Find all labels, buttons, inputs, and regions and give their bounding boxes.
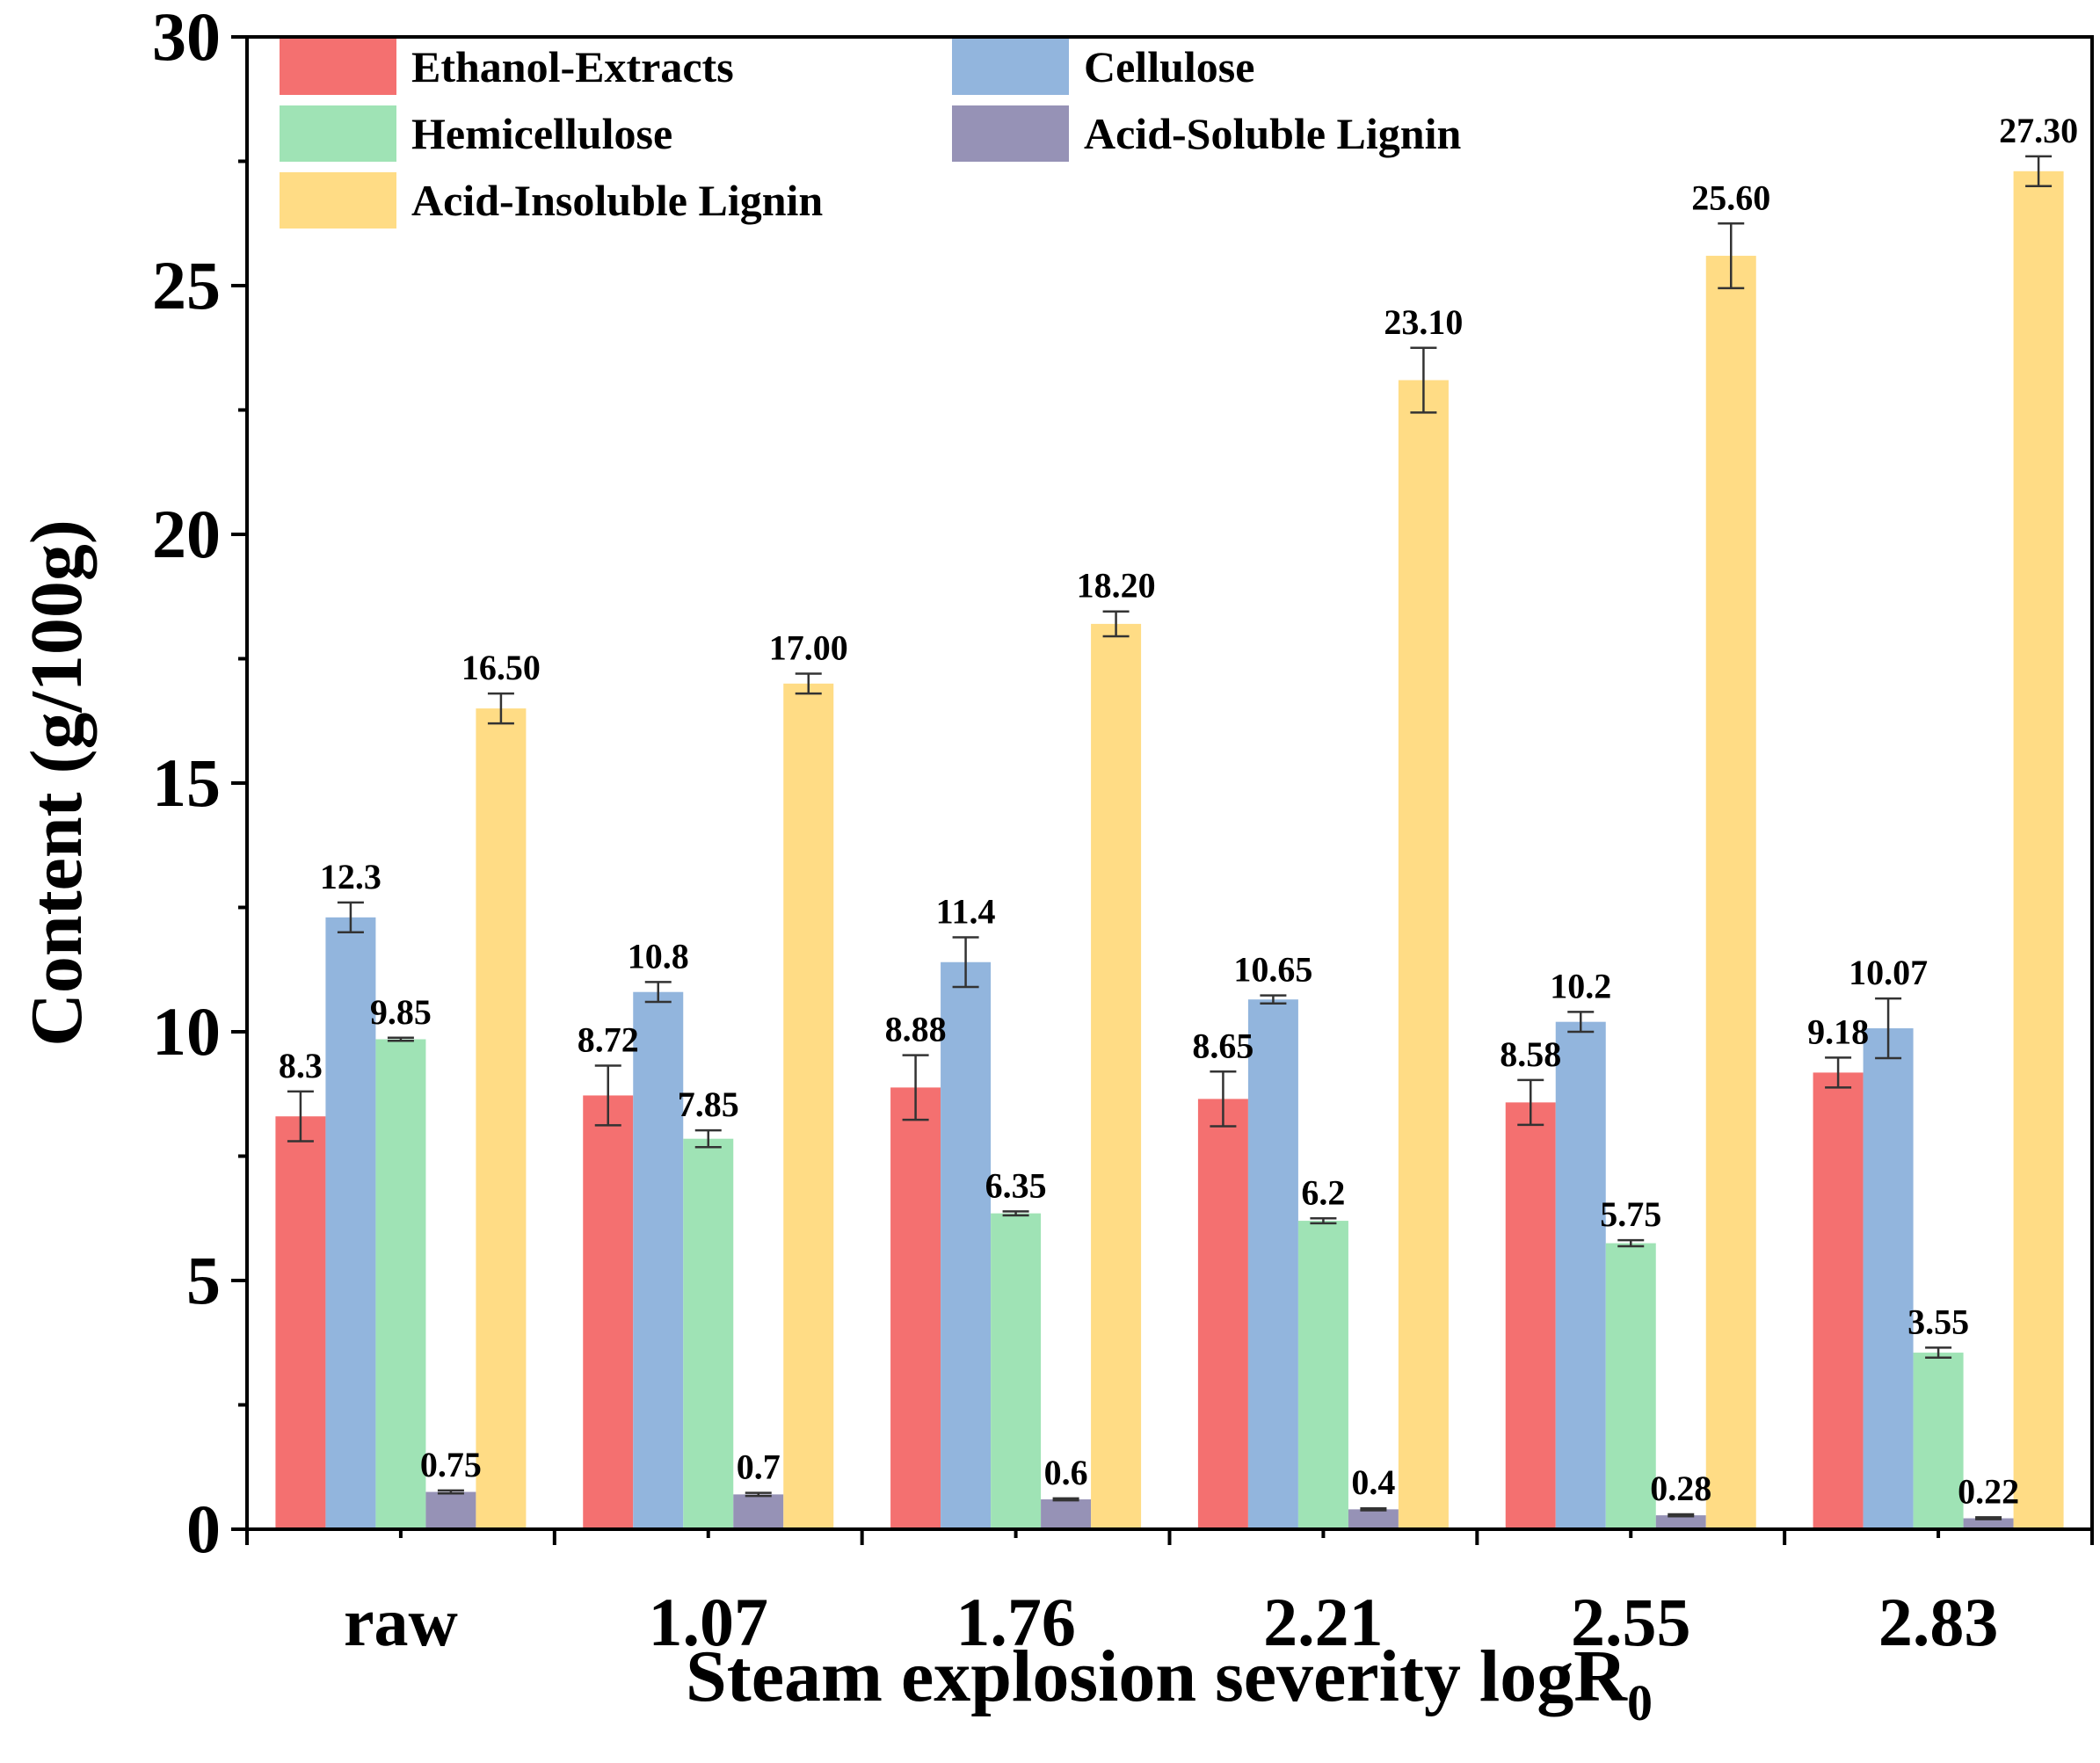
data-label: 8.72: [578, 1019, 639, 1059]
bar: [1041, 1499, 1092, 1529]
bar: [425, 1491, 476, 1529]
data-label: 0.6: [1044, 1453, 1088, 1492]
data-label: 0.22: [1958, 1471, 2019, 1511]
data-label: 9.18: [1807, 1012, 1869, 1051]
legend-swatch: [280, 105, 396, 162]
legend-label: Cellulose: [1084, 42, 1254, 91]
x-category-label: 1.07: [649, 1584, 769, 1660]
bar: [633, 991, 684, 1529]
data-label: 8.88: [885, 1010, 947, 1049]
x-axis-title-main: Steam explosion severity logR: [686, 1636, 1628, 1717]
legend-label: Hemicellulose: [411, 109, 672, 158]
data-label: 0.4: [1351, 1462, 1395, 1502]
bar: [991, 1213, 1042, 1529]
legend-swatch: [952, 105, 1069, 162]
y-tick-label: 25: [152, 247, 221, 323]
data-label: 27.30: [1999, 111, 2078, 150]
data-label: 10.07: [1849, 953, 1928, 992]
y-tick-label: 30: [152, 0, 221, 75]
bar: [583, 1095, 634, 1529]
data-label: 8.3: [279, 1046, 323, 1085]
data-label: 7.85: [678, 1085, 739, 1124]
data-label: 0.7: [737, 1447, 781, 1487]
data-label: 25.60: [1691, 178, 1770, 217]
legend-swatch: [280, 172, 396, 229]
x-category-label: 2.21: [1263, 1584, 1384, 1660]
y-axis: 0 5 10 15 20 25 30: [152, 0, 247, 1567]
data-label: 6.35: [985, 1165, 1047, 1205]
data-label: 10.65: [1233, 950, 1312, 990]
x-axis: raw 1.07 1.76 2.21 2.55 2.83: [245, 1529, 2094, 1660]
data-label: 18.20: [1077, 566, 1156, 606]
bar: [683, 1138, 734, 1529]
legend-label: Ethanol-Extracts: [411, 42, 734, 91]
legend: Ethanol-Extracts Cellulose Hemicellulose Ac…: [280, 39, 1461, 229]
x-category-label: 2.83: [1878, 1584, 1999, 1660]
legend-label: Acid-Insoluble Lignin: [411, 176, 823, 225]
bar: [1398, 380, 1449, 1529]
legend-swatch: [952, 39, 1069, 95]
data-label: 23.10: [1384, 302, 1463, 342]
legend-swatch: [280, 39, 396, 95]
data-label: 16.50: [461, 648, 541, 687]
data-label: 12.3: [320, 857, 381, 896]
bar: [275, 1116, 326, 1529]
data-label: 10.8: [628, 936, 689, 976]
bar: [1863, 1028, 1914, 1529]
bar: [476, 708, 527, 1529]
bar: [890, 1087, 941, 1529]
data-label: 17.00: [769, 628, 848, 667]
bar: [941, 961, 992, 1529]
bar: [375, 1039, 426, 1529]
x-category-label: 1.76: [956, 1584, 1076, 1660]
y-tick-label: 20: [152, 496, 221, 572]
error-bars-layer: [287, 155, 2053, 1520]
value-labels-layer: 8.3 12.3 9.85 0.75 16.50 8.72 10.8 7.85 0.7 17.00…: [279, 111, 2078, 1512]
bar: [783, 683, 834, 1529]
data-label: 0.28: [1650, 1469, 1711, 1508]
x-axis-title: Steam explosion severity logR0: [686, 1636, 1653, 1731]
bar: [733, 1494, 784, 1529]
data-label: 8.58: [1500, 1034, 1561, 1074]
bar: [1963, 1518, 2014, 1529]
bars-layer: [275, 170, 2064, 1529]
data-label: 0.75: [420, 1445, 482, 1484]
y-tick-label: 10: [152, 993, 221, 1070]
y-tick-label: 0: [186, 1491, 221, 1567]
bar: [1655, 1515, 1706, 1529]
bar: [1091, 623, 1142, 1529]
bar: [325, 917, 376, 1529]
y-axis-title: Content (g/100g): [16, 519, 98, 1047]
y-tick-label: 5: [186, 1242, 221, 1318]
bar: [2013, 170, 2064, 1529]
bar: [1348, 1509, 1399, 1529]
data-label: 10.2: [1550, 966, 1611, 1005]
data-label: 8.65: [1192, 1026, 1253, 1065]
bar: [1705, 256, 1756, 1529]
bar: [1555, 1021, 1606, 1529]
x-category-label: 2.55: [1571, 1584, 1691, 1660]
bar: [1197, 1099, 1248, 1529]
data-label: 11.4: [936, 891, 996, 931]
data-label: 6.2: [1301, 1172, 1345, 1212]
data-label: 3.55: [1907, 1302, 1969, 1341]
data-label: 9.85: [370, 992, 432, 1032]
y-tick-label: 15: [152, 744, 221, 821]
data-label: 5.75: [1600, 1194, 1661, 1234]
bar: [1247, 999, 1298, 1529]
x-axis-title-subscript: 0: [1627, 1674, 1653, 1731]
bar: [1505, 1102, 1556, 1529]
legend-label: Acid-Soluble Lignin: [1084, 109, 1461, 158]
bar: [1913, 1353, 1964, 1529]
bar: [1297, 1221, 1348, 1529]
bar: [1605, 1243, 1656, 1529]
bar: [1813, 1072, 1864, 1529]
x-category-label: raw: [344, 1584, 458, 1660]
